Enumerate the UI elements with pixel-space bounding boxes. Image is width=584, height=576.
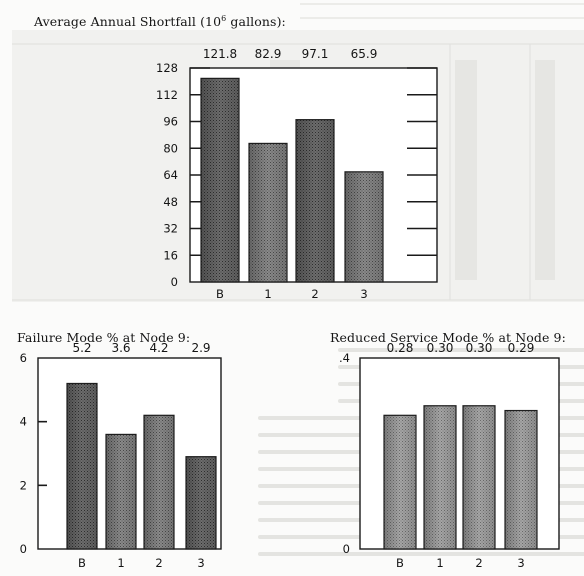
bar-shading-B: [384, 415, 416, 549]
category-label-B: B: [396, 556, 404, 570]
data-label-3: 65.9: [351, 47, 378, 61]
chart-average-annual-shortfall: 0 16 32 48 64 80 96 112 128 121.8 B 82.9 1 97.1 2 65.9 3: [156, 47, 438, 301]
bar-shading-B: [67, 383, 97, 549]
y-tick-label: 64: [163, 168, 178, 182]
chart-reduced-service-mode: 0 .4 0.28 B 0.30 1 0.30 2 0.29 3: [339, 341, 560, 570]
data-label-2: 0.30: [466, 341, 493, 355]
data-label-2: 4.2: [149, 341, 168, 355]
bar-shading-3: [186, 456, 216, 549]
bar-shading-1: [424, 405, 456, 549]
bar-shading-2: [144, 415, 174, 549]
category-label-3: 3: [360, 287, 367, 301]
category-label-1: 1: [436, 556, 443, 570]
category-label-1: 1: [264, 287, 271, 301]
y-tick-label: 0: [343, 542, 350, 556]
bar-shading-2: [296, 119, 334, 282]
bar-shading-1: [249, 143, 287, 282]
category-label-B: B: [78, 556, 86, 570]
data-label-B: 121.8: [203, 47, 237, 61]
y-tick-label: 4: [20, 415, 27, 429]
data-label-1: 82.9: [255, 47, 282, 61]
chart-failure-mode: 0 2 4 6 5.2 B 3.6 1 4.2 2 2.9 3: [20, 341, 222, 570]
category-label-3: 3: [517, 556, 524, 570]
chart-title-shortfall: Average Annual Shortfall (106 gallons):: [34, 14, 286, 30]
data-label-1: 3.6: [111, 341, 130, 355]
bar-shading-2: [463, 405, 495, 549]
data-label-3: 2.9: [191, 341, 210, 355]
chart-title-reduced-service: Reduced Service Mode % at Node 9:: [330, 330, 566, 345]
y-tick-label: 112: [156, 88, 178, 102]
data-label-3: 0.29: [508, 341, 535, 355]
data-label-1: 0.30: [427, 341, 454, 355]
y-tick-label: .4: [339, 351, 350, 365]
bar-shading-1: [106, 434, 136, 549]
y-tick-label: 0: [20, 542, 27, 556]
category-label-2: 2: [155, 556, 162, 570]
data-label-B: 5.2: [72, 341, 91, 355]
y-tick-label: 16: [163, 248, 178, 262]
bar-shading-3: [345, 171, 383, 282]
y-tick-label: 48: [163, 195, 178, 209]
category-label-2: 2: [311, 287, 318, 301]
y-tick-label: 128: [156, 61, 178, 75]
category-label-1: 1: [117, 556, 124, 570]
data-label-B: 0.28: [387, 341, 414, 355]
y-tick-label: 80: [163, 141, 178, 155]
bar-shading-B: [201, 78, 239, 282]
y-tick-label: 0: [171, 275, 178, 289]
y-tick-label: 32: [163, 222, 178, 236]
y-tick-label: 96: [163, 115, 178, 129]
data-label-2: 97.1: [302, 47, 329, 61]
category-label-2: 2: [475, 556, 482, 570]
bar-shading-3: [505, 410, 537, 549]
category-label-B: B: [216, 287, 224, 301]
category-label-3: 3: [197, 556, 204, 570]
y-tick-label: 6: [20, 351, 27, 365]
chart-title-failure-mode: Failure Mode % at Node 9:: [17, 330, 191, 345]
y-tick-label: 2: [20, 478, 27, 492]
